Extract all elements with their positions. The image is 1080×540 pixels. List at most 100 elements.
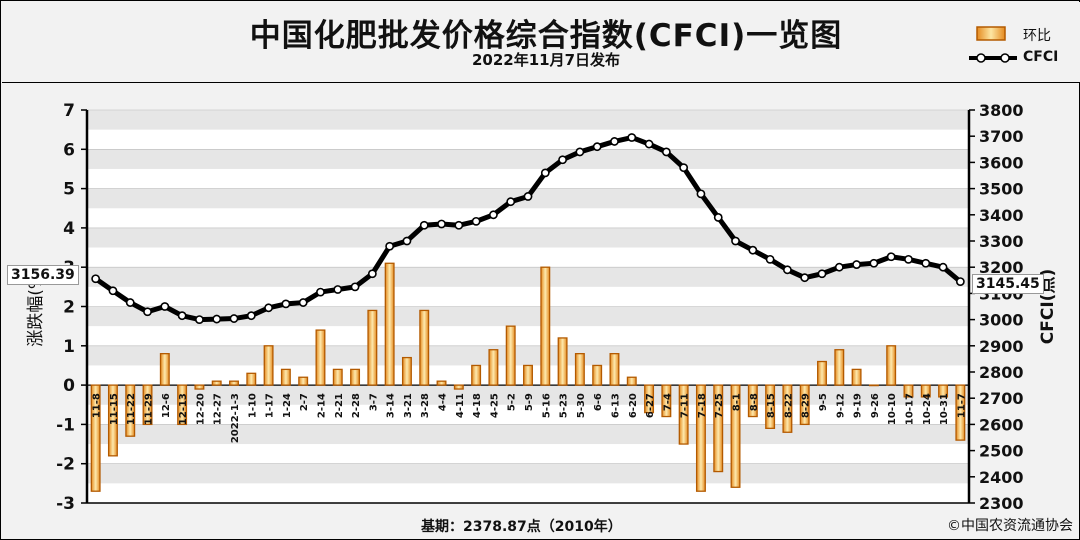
category-label-1-24: 1-24 <box>282 393 293 418</box>
cfci-point-12-20 <box>195 315 204 324</box>
grid-band <box>87 345 969 366</box>
bar-1-24 <box>280 368 291 386</box>
bar-11-22 <box>125 384 136 437</box>
bar-9-26 <box>868 384 879 387</box>
cfci-point-4-18 <box>471 216 481 226</box>
right-tick-label: 3200 <box>979 258 1024 277</box>
category-label-3-28: 3-28 <box>420 393 431 418</box>
bar-2-7 <box>298 376 309 386</box>
right-tick-label: 3700 <box>979 127 1024 146</box>
left-tick-label: -3 <box>56 494 75 514</box>
bar-10-10 <box>886 345 897 386</box>
bar-6-20 <box>626 376 637 386</box>
category-label-2-21: 2-21 <box>334 393 345 418</box>
legend-bar-label: 环比 <box>1023 28 1051 44</box>
right-tick-label: 2500 <box>979 442 1024 461</box>
bar-1-17 <box>263 345 274 386</box>
category-label-3-7: 3-7 <box>368 393 379 411</box>
bar-4-25 <box>488 349 499 386</box>
category-label-6-6: 6-6 <box>593 393 604 411</box>
grid-band <box>87 267 969 287</box>
cfci-point-12-13 <box>177 311 187 321</box>
bar-5-9 <box>523 364 533 386</box>
cfci-point-9-26 <box>869 258 879 268</box>
category-label-9-26: 9-26 <box>870 393 881 418</box>
cfci-point-11-15 <box>108 286 118 296</box>
bar-11-7 <box>955 384 966 441</box>
category-label-5-23: 5-23 <box>559 393 570 418</box>
cfci-point-1-24 <box>281 299 291 309</box>
legend-item-line: CFCI <box>967 48 1077 68</box>
cfci-point-8-22 <box>783 265 792 275</box>
grid-band <box>87 227 969 248</box>
category-label-11-15: 11-15 <box>109 393 120 425</box>
category-label-6-20: 6-20 <box>628 393 639 418</box>
cfci-point-3-7 <box>367 269 377 279</box>
cfci-point-12-6 <box>160 302 170 311</box>
bar-8-29 <box>799 384 810 426</box>
category-label-8-1: 8-1 <box>732 393 743 411</box>
chart-title: 中国化肥批发价格综合指数(CFCI)一览图 <box>249 18 843 54</box>
grid-band <box>87 110 969 130</box>
left-tick-label: -2 <box>56 455 75 475</box>
right-tick-label: 2300 <box>979 494 1024 513</box>
legend-item-bar: 环比 <box>967 24 1077 44</box>
category-label-5-9: 5-9 <box>524 393 535 411</box>
bar-4-18 <box>471 364 482 386</box>
category-label-3-14: 3-14 <box>386 393 397 418</box>
left-tick-label: -1 <box>56 415 75 435</box>
chart-plot-area: -3-2-10123456723002400250026002700280029… <box>26 101 1058 514</box>
left-tick-label: 7 <box>63 101 75 121</box>
category-label-10-31: 10-31 <box>939 393 950 425</box>
category-label-9-19: 9-19 <box>853 393 864 418</box>
bar-9-5 <box>817 360 827 386</box>
bar-11-15 <box>107 384 118 457</box>
right-tick-label: 2800 <box>979 363 1024 382</box>
bar-11-29 <box>142 384 153 426</box>
cfci-point-1-10 <box>246 311 256 321</box>
category-label-4-18: 4-18 <box>472 393 483 418</box>
cfci-point-3-21 <box>402 236 412 246</box>
bar-11-8 <box>90 384 101 492</box>
category-label-11-8: 11-8 <box>92 393 103 418</box>
bar-9-19 <box>851 368 862 386</box>
category-label-6-13: 6-13 <box>610 393 621 418</box>
bar-8-15 <box>765 384 776 429</box>
bar-5-30 <box>574 353 585 386</box>
bar-10-24 <box>920 384 931 398</box>
category-label-5-2: 5-2 <box>507 393 518 411</box>
bar-5-23 <box>557 337 568 386</box>
cfci-point-7-11 <box>679 163 689 173</box>
cfci-point-5-16 <box>540 168 550 178</box>
cfci-point-2-21 <box>333 285 343 294</box>
grid-band <box>87 306 969 327</box>
grid-band <box>87 463 969 484</box>
right-tick-label: 2400 <box>979 468 1024 487</box>
category-label-3-21: 3-21 <box>403 393 414 418</box>
category-label-7-18: 7-18 <box>697 393 708 418</box>
cfci-point-6-13 <box>610 137 619 146</box>
category-label-4-11: 4-11 <box>455 393 466 418</box>
cfci-point-6-27 <box>644 139 654 149</box>
cfci-point-10-17 <box>904 254 913 264</box>
cfci-point-10-31 <box>938 262 948 272</box>
cfci-point-5-9 <box>523 192 533 201</box>
cfci-point-4-25 <box>489 210 498 220</box>
right-tick-label: 3500 <box>979 180 1024 199</box>
cfci-end-value-box: 3145.45 <box>972 274 1044 294</box>
cfci-point-5-2 <box>506 197 516 207</box>
cfci-point-8-8 <box>748 245 758 255</box>
cfci-point-11-29 <box>143 307 152 317</box>
cfci-point-12-27 <box>212 314 222 324</box>
left-axis-title: 涨跌幅(%) <box>26 266 46 346</box>
chart-subtitle: 2022年11月7日发布 <box>471 51 621 69</box>
cfci-point-10-10 <box>886 252 896 262</box>
category-label-12-27: 12-27 <box>213 393 224 425</box>
category-label-6-27: 6-27 <box>645 393 656 418</box>
cfci-point-7-4 <box>661 147 671 157</box>
bar-6-13 <box>609 353 620 386</box>
category-label-12-6: 12-6 <box>161 393 172 418</box>
category-label-1-17: 1-17 <box>265 393 276 418</box>
cfci-point-1-17 <box>264 303 273 313</box>
